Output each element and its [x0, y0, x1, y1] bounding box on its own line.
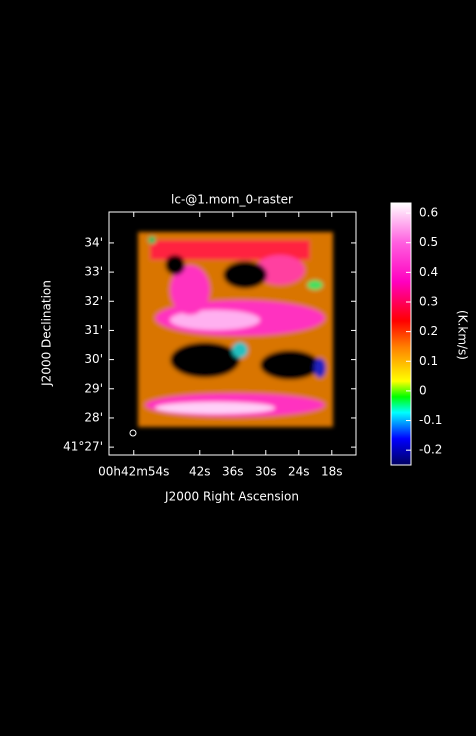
y-tick-label: 29' [84, 381, 103, 395]
colorbar-label: (K.km/s) [456, 310, 470, 360]
y-tick-label: 30' [84, 352, 103, 366]
colorbar-tick-label: 0 [419, 383, 427, 397]
colorbar-tick-label: 0.3 [419, 294, 438, 308]
colorbar-tick-label: -0.1 [419, 413, 442, 427]
raster-image [138, 232, 333, 427]
x-tick-label: 24s [288, 465, 310, 479]
x-tick-label: 36s [222, 465, 244, 479]
y-tick-label: 34' [84, 235, 103, 249]
y-tick-label: 41°27' [63, 440, 103, 454]
y-tick-label: 28' [84, 410, 103, 424]
y-tick-label: 31' [84, 323, 103, 337]
colorbar [390, 202, 412, 466]
y-tick-label: 33' [84, 265, 103, 279]
x-axis-label: J2000 Right Ascension [164, 490, 299, 504]
colorbar-tick-label: -0.2 [419, 443, 442, 457]
beam [129, 429, 137, 437]
x-tick-label: 42s [189, 465, 211, 479]
colorbar-tick-label: 0.2 [419, 324, 438, 338]
x-tick-label: 18s [321, 465, 343, 479]
x-tick-label: 00h42m54s [98, 465, 169, 479]
x-tick-label: 30s [255, 465, 277, 479]
colorbar-tick-label: 0.6 [419, 206, 438, 220]
colorbar-tick-label: 0.1 [419, 354, 438, 368]
y-tick-label: 32' [84, 294, 103, 308]
colorbar-tick-label: 0.5 [419, 235, 438, 249]
chart-title: lc-@1.mom_0-raster [171, 193, 293, 207]
y-axis-label: J2000 Declination [40, 280, 54, 387]
colorbar-tick-label: 0.4 [419, 265, 438, 279]
